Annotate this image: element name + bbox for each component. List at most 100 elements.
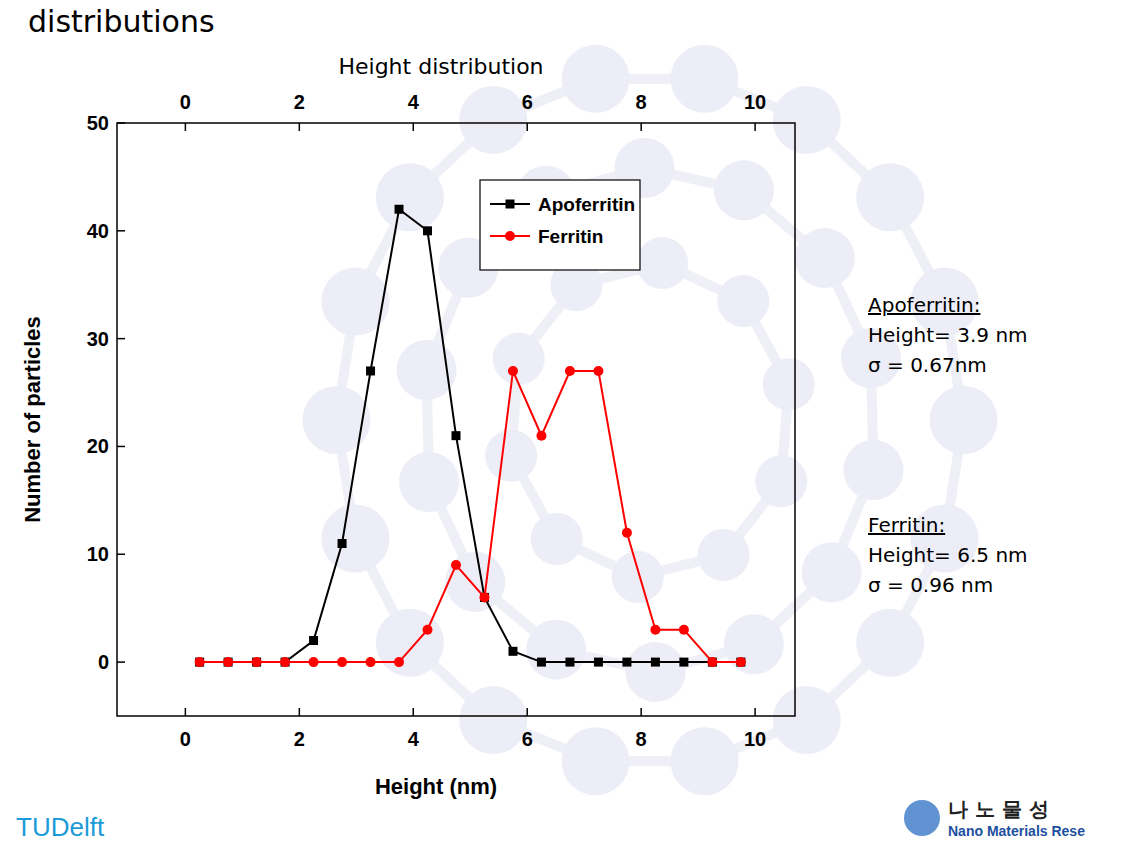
series-marker xyxy=(451,560,461,570)
x-tick-label: 4 xyxy=(408,728,420,750)
x-tick-top xyxy=(526,123,528,131)
x-axis-title: Height (nm) xyxy=(375,774,497,799)
series-marker xyxy=(650,625,660,635)
annotation: Height= 3.9 nm xyxy=(868,323,1028,347)
x-tick-label: 6 xyxy=(522,728,533,750)
series-line xyxy=(200,209,741,662)
atom xyxy=(698,529,750,581)
atom xyxy=(717,275,769,327)
annotation: Height= 6.5 nm xyxy=(868,543,1028,567)
x-tick-label-top: 4 xyxy=(408,91,420,113)
atom xyxy=(562,727,630,795)
y-axis-title: Number of particles xyxy=(20,316,45,523)
atom xyxy=(376,163,444,231)
series-marker xyxy=(452,431,461,440)
atom xyxy=(376,609,444,677)
atom xyxy=(755,455,807,507)
legend-label: Ferritin xyxy=(538,226,603,247)
legend-box xyxy=(480,180,640,270)
x-tick-top xyxy=(413,123,415,131)
series-marker xyxy=(337,657,347,667)
atom xyxy=(612,551,664,603)
series-marker xyxy=(366,366,375,375)
x-tick-label: 10 xyxy=(744,728,766,750)
series-marker xyxy=(224,658,233,667)
series-marker xyxy=(195,657,205,667)
atom xyxy=(636,237,688,289)
plot-area xyxy=(195,205,746,667)
series-marker xyxy=(508,647,517,656)
series-marker xyxy=(565,658,574,667)
series-marker xyxy=(537,658,546,667)
series-marker xyxy=(508,366,518,376)
series-marker xyxy=(536,431,546,441)
series-marker xyxy=(707,657,717,667)
x-tick xyxy=(754,708,756,716)
atom xyxy=(303,386,371,454)
logo-text: Nano Materials Rese xyxy=(948,823,1085,839)
series-marker xyxy=(651,658,660,667)
series-marker xyxy=(593,366,603,376)
y-tick xyxy=(117,230,125,232)
y-tick-label: 30 xyxy=(87,328,109,350)
series-marker xyxy=(366,657,376,667)
atom xyxy=(531,513,583,565)
y-tick xyxy=(117,122,125,124)
atom xyxy=(763,358,815,410)
logo-globe xyxy=(904,800,940,836)
series-marker xyxy=(423,625,433,635)
atom xyxy=(843,440,903,500)
series-marker xyxy=(394,657,404,667)
title: distributions xyxy=(28,4,215,39)
atom xyxy=(773,686,841,754)
plot-frame xyxy=(117,123,795,716)
y-tick xyxy=(117,661,125,663)
atom xyxy=(802,542,862,602)
atom xyxy=(459,686,527,754)
atom xyxy=(724,614,784,674)
x-tick-label: 2 xyxy=(294,728,305,750)
series-marker xyxy=(423,226,432,235)
logo-text: 나 노 물 성 xyxy=(948,797,1049,821)
x-tick xyxy=(299,708,301,716)
atom xyxy=(562,45,630,113)
legend: Apoferritin Ferritin xyxy=(480,180,640,270)
atom xyxy=(459,86,527,154)
series-marker xyxy=(223,657,233,667)
atom xyxy=(626,642,686,702)
atom xyxy=(795,228,855,288)
series-marker xyxy=(565,366,575,376)
y-tick xyxy=(117,554,125,556)
atom xyxy=(493,333,545,385)
series-line xyxy=(200,371,741,662)
series-marker xyxy=(622,658,631,667)
legend-marker xyxy=(505,231,515,241)
x-tick-label: 0 xyxy=(180,728,191,750)
annotation: σ = 0.67nm xyxy=(868,353,987,377)
atom xyxy=(856,163,924,231)
y-tick-label: 0 xyxy=(98,651,109,673)
series-marker xyxy=(309,657,319,667)
atom xyxy=(930,386,998,454)
series-marker xyxy=(338,539,347,548)
background-molecule xyxy=(303,45,998,795)
series-marker xyxy=(622,528,632,538)
atom xyxy=(399,452,459,512)
x-tick-label-top: 0 xyxy=(180,91,191,113)
chart: distributionsHeight distribution00224466… xyxy=(0,0,1144,848)
series-marker xyxy=(309,636,318,645)
series-marker xyxy=(679,658,688,667)
x-tick-top xyxy=(754,123,756,131)
x-tick-label-top: 6 xyxy=(522,91,533,113)
series-marker xyxy=(479,592,489,602)
x-tick xyxy=(185,708,187,716)
series-marker xyxy=(736,658,745,667)
series-marker xyxy=(252,658,261,667)
series-marker xyxy=(280,657,290,667)
x-tick-label-top: 2 xyxy=(294,91,305,113)
atom xyxy=(526,620,586,680)
y-tick-label: 50 xyxy=(87,112,109,134)
legend-label: Apoferritin xyxy=(538,194,635,215)
y-tick-label: 20 xyxy=(87,435,109,457)
atom xyxy=(445,552,505,612)
